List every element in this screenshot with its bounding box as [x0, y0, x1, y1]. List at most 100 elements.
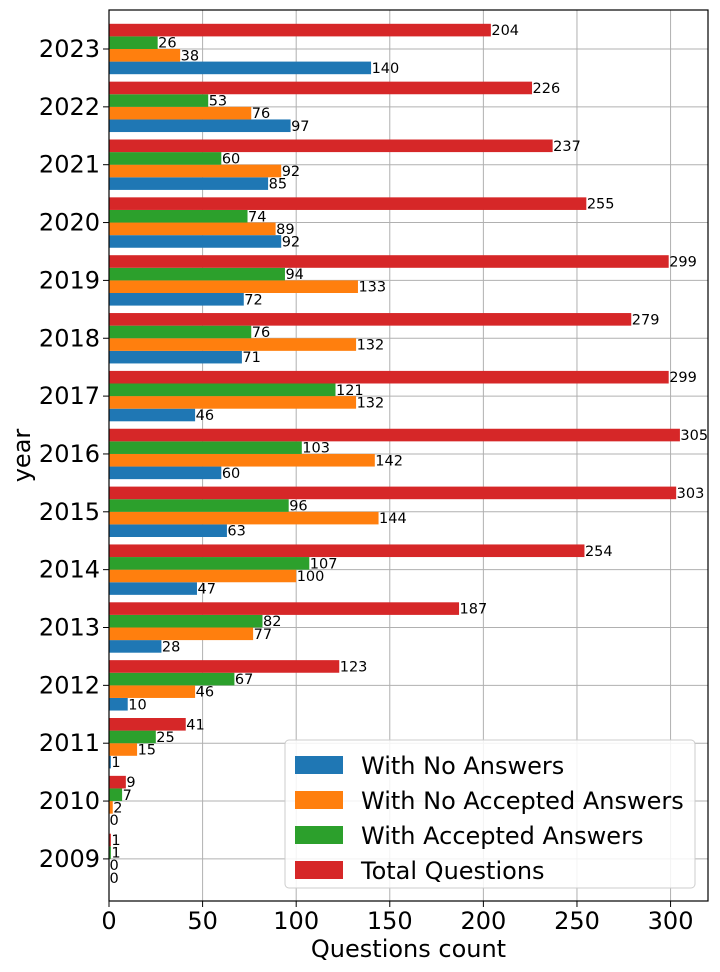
y-tick-label-2023: 2023 [39, 35, 100, 63]
bar-2019-total-questions [109, 255, 669, 268]
value-label-2010-total-questions: 9 [126, 775, 135, 791]
value-label-2014-with-accepted-answers: 107 [310, 556, 338, 572]
value-label-2015-with-no-answers: 63 [227, 524, 245, 540]
value-label-2014-with-no-answers: 47 [197, 582, 215, 598]
y-tick-label-2015: 2015 [39, 498, 100, 526]
value-label-2018-with-no-accepted-answers: 132 [357, 338, 385, 354]
value-label-2022-total-questions: 226 [533, 81, 561, 97]
bar-2014-with-accepted-answers [109, 557, 310, 570]
value-label-2012-with-accepted-answers: 67 [235, 672, 253, 688]
legend-label-with-accepted-answers: With Accepted Answers [361, 822, 643, 850]
bar-2012-with-no-accepted-answers [109, 685, 196, 698]
value-label-2023-with-no-accepted-answers: 38 [181, 48, 199, 64]
bar-2023-with-no-answers [109, 61, 372, 75]
y-tick-label-2014: 2014 [39, 556, 100, 584]
value-label-2018-total-questions: 279 [632, 312, 660, 328]
bar-2020-with-no-answers [109, 235, 282, 248]
bar-2013-total-questions [109, 602, 460, 615]
y-tick-label-2009: 2009 [39, 845, 100, 873]
value-label-2023-with-accepted-answers: 26 [158, 36, 176, 52]
bar-2010-with-no-accepted-answers [109, 801, 113, 814]
y-axis-title: year [8, 429, 36, 483]
legend-swatch-with-no-accepted-answers [295, 791, 343, 809]
value-label-2013-with-no-accepted-answers: 77 [254, 627, 272, 643]
value-label-2011-with-accepted-answers: 25 [156, 730, 174, 746]
value-label-2018-with-no-answers: 71 [242, 350, 260, 366]
bar-2023-with-accepted-answers [109, 36, 158, 49]
bar-2018-with-no-answers [109, 350, 242, 364]
x-tick-label-200: 200 [460, 907, 506, 935]
y-tick-label-2013: 2013 [39, 614, 100, 642]
value-label-2013-with-accepted-answers: 82 [263, 614, 281, 630]
bar-2014-total-questions [109, 544, 585, 558]
value-label-2013-with-no-answers: 28 [162, 639, 180, 655]
bar-2015-with-no-accepted-answers [109, 511, 379, 525]
bar-2021-total-questions [109, 139, 553, 153]
bar-2013-with-accepted-answers [109, 614, 263, 628]
bar-2017-total-questions [109, 370, 669, 384]
bar-2010-with-accepted-answers [109, 788, 123, 802]
legend-swatch-with-no-answers [295, 756, 343, 774]
bar-2014-with-no-accepted-answers [109, 569, 297, 583]
bar-2023-total-questions [109, 23, 491, 37]
value-label-2016-with-accepted-answers: 103 [302, 441, 330, 457]
value-label-2015-with-accepted-answers: 96 [289, 499, 307, 515]
x-tick-label-250: 250 [554, 907, 600, 935]
value-label-2020-total-questions: 255 [587, 197, 615, 213]
bars [109, 23, 680, 859]
value-label-2019-with-no-answers: 72 [244, 292, 262, 308]
value-label-2016-with-no-answers: 60 [222, 466, 240, 482]
bar-2021-with-no-answers [109, 177, 269, 190]
bar-2016-with-no-accepted-answers [109, 453, 375, 467]
bar-2011-with-no-accepted-answers [109, 743, 138, 756]
y-tick-label-2022: 2022 [39, 93, 100, 121]
value-label-2019-total-questions: 299 [669, 255, 697, 271]
legend-swatch-with-accepted-answers [295, 826, 343, 844]
value-label-2022-with-accepted-answers: 53 [209, 94, 227, 110]
value-label-2010-with-no-accepted-answers: 2 [113, 800, 122, 816]
value-label-2011-total-questions: 41 [186, 717, 204, 733]
value-label-2012-total-questions: 123 [340, 659, 368, 675]
bar-2015-with-no-answers [109, 524, 227, 537]
value-label-2019-with-no-accepted-answers: 133 [358, 280, 386, 296]
legend: With No Answers With No Accepted Answers W… [284, 739, 696, 889]
value-label-2011-with-no-answers: 1 [111, 755, 120, 771]
bar-2014-with-no-answers [109, 582, 197, 595]
y-tick-label-2017: 2017 [39, 382, 100, 410]
bar-2012-total-questions [109, 660, 340, 673]
x-tick-label-150: 150 [367, 907, 413, 935]
value-label-2016-with-no-accepted-answers: 142 [375, 453, 403, 469]
bar-2017-with-accepted-answers [109, 383, 336, 397]
value-label-2015-with-no-accepted-answers: 144 [379, 511, 407, 527]
x-tick-label-100: 100 [273, 907, 319, 935]
value-label-2012-with-no-accepted-answers: 46 [196, 685, 214, 701]
value-label-2021-total-questions: 237 [553, 139, 581, 155]
legend-label-with-no-accepted-answers: With No Accepted Answers [361, 787, 684, 815]
value-label-2019-with-accepted-answers: 94 [285, 267, 303, 283]
bar-2013-with-no-answers [109, 640, 162, 653]
value-label-2009-with-accepted-answers: 1 [111, 846, 120, 862]
bar-2021-with-accepted-answers [109, 152, 222, 165]
value-label-2014-total-questions: 254 [585, 544, 613, 560]
bar-2016-with-no-answers [109, 466, 222, 480]
value-label-2017-with-no-answers: 46 [196, 408, 214, 424]
bar-2020-with-no-accepted-answers [109, 222, 276, 236]
y-tick-label-2020: 2020 [39, 209, 100, 237]
bar-2022-with-no-answers [109, 119, 291, 133]
bar-2022-with-accepted-answers [109, 94, 209, 107]
value-label-2020-with-no-answers: 92 [282, 234, 300, 250]
bar-2020-with-accepted-answers [109, 209, 248, 223]
value-label-2020-with-accepted-answers: 74 [248, 209, 266, 225]
value-label-2010-with-no-answers: 0 [110, 813, 119, 829]
value-label-2016-total-questions: 305 [680, 428, 708, 444]
value-label-2011-with-no-accepted-answers: 15 [138, 743, 156, 759]
bar-2018-with-accepted-answers [109, 325, 252, 339]
value-label-2017-with-accepted-answers: 121 [336, 383, 364, 399]
bar-2019-with-accepted-answers [109, 267, 285, 281]
bar-2011-with-accepted-answers [109, 730, 156, 744]
bar-2012-with-accepted-answers [109, 672, 235, 686]
value-label-2018-with-accepted-answers: 76 [252, 325, 270, 341]
value-label-2021-with-accepted-answers: 60 [222, 151, 240, 167]
legend-label-with-no-answers: With No Answers [361, 752, 564, 780]
